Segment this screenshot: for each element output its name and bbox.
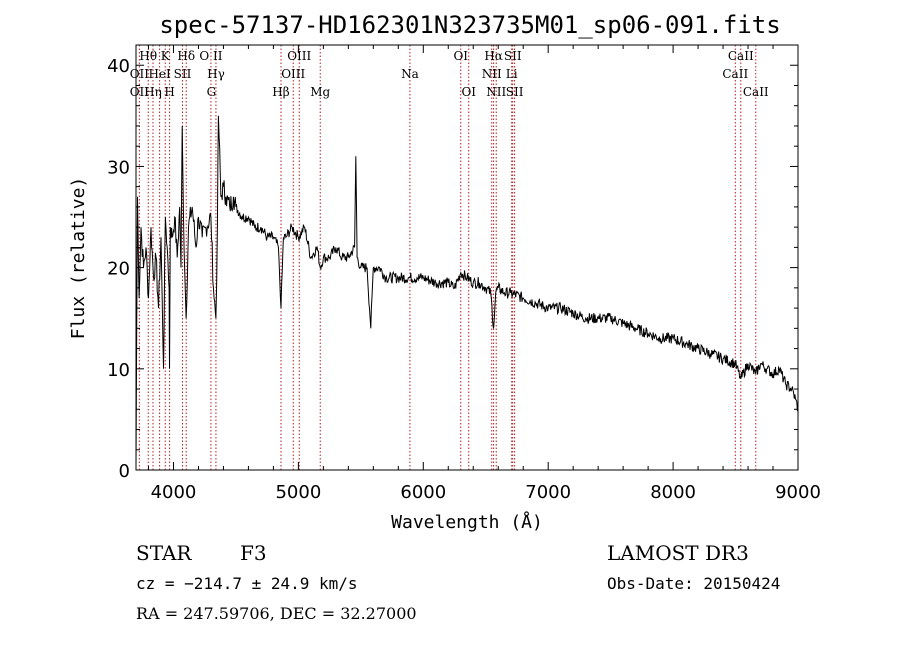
spectral-line-label: Mg: [310, 85, 330, 99]
spectral-line-label: OI: [461, 85, 476, 99]
x-tick-label: 9000: [775, 482, 821, 503]
spectral-line-label: Hβ: [272, 85, 289, 99]
spectral-line-label: SII: [174, 67, 192, 81]
object-subclass: F3: [240, 541, 267, 565]
spectral-line-label: Hθ: [139, 49, 157, 63]
spectral-marker-lines: [138, 45, 757, 470]
spectral-line-label: OI: [453, 49, 468, 63]
observation-date: Obs-Date: 20150424: [607, 574, 780, 593]
x-tick-label: 5000: [275, 482, 321, 503]
y-axis-ticks: 0 10 20 30 40: [107, 44, 798, 482]
spectral-line-label: CaII: [728, 49, 754, 63]
y-tick-label: 30: [107, 157, 130, 178]
x-tick-label: 8000: [650, 482, 696, 503]
spectral-line-label: Hη: [144, 85, 162, 99]
spectral-line-label: Na: [401, 67, 419, 81]
spectral-line-label: Hδ: [177, 49, 195, 63]
spectral-line-label: Hα: [484, 49, 503, 63]
y-tick-label: 20: [107, 259, 130, 280]
spectral-line-label: SII: [504, 49, 522, 63]
spectral-line-label: OII: [130, 67, 150, 81]
spectrum-series: [135, 115, 799, 465]
spectral-line-label: Li: [506, 67, 518, 81]
spectral-line-label: H: [164, 85, 174, 99]
spectral-line-label: O II: [199, 49, 222, 63]
spectral-line-label: CaII: [743, 85, 769, 99]
redshift-info: cz = −214.7 ± 24.9 km/s: [136, 574, 358, 593]
spectral-line-label: NII: [482, 67, 502, 81]
x-tick-label: 7000: [525, 482, 571, 503]
spectral-line-label: Hγ: [207, 67, 225, 81]
y-tick-label: 0: [119, 461, 130, 482]
x-tick-label: 4000: [151, 482, 197, 503]
coordinates: RA = 247.59706, DEC = 32.27000: [136, 604, 417, 623]
spectral-line-label: OIII: [281, 67, 305, 81]
chart-title: spec-57137-HD162301N323735M01_sp06-091.f…: [159, 11, 780, 39]
x-tick-label: 6000: [400, 482, 446, 503]
spectral-line-label: K: [161, 49, 171, 63]
spectral-line-label: HeI: [148, 67, 171, 81]
object-class: STAR: [136, 541, 192, 565]
spectral-line-label: G: [207, 85, 217, 99]
survey-name: LAMOST DR3: [607, 541, 749, 565]
plot-frame: [135, 44, 799, 471]
spectral-line-label: NII: [486, 85, 506, 99]
y-tick-label: 10: [107, 360, 130, 381]
spectral-line-label: CaII: [722, 67, 748, 81]
x-axis-ticks: 4000 5000 6000 7000 8000 9000: [147, 45, 821, 503]
spectral-line-label: SII: [506, 85, 524, 99]
spectral-line-label: OII: [130, 85, 150, 99]
y-axis-label: Flux (relative): [68, 177, 89, 340]
x-axis-label: Wavelength (Å): [391, 511, 543, 533]
spectrum-line: [135, 115, 799, 465]
y-tick-label: 40: [107, 56, 130, 77]
spectral-line-label: OIII: [287, 49, 311, 63]
